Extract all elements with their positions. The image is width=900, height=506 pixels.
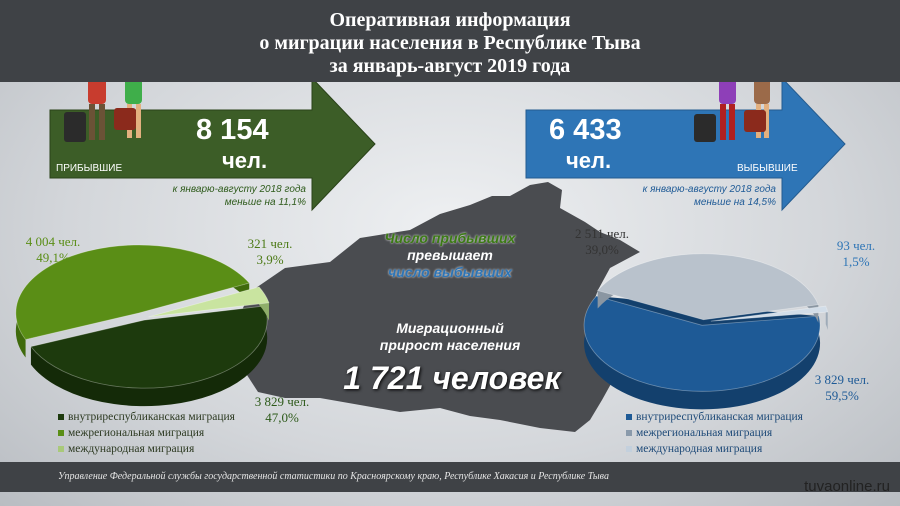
right-legend-label-1: внутриреспубликанская миграция bbox=[636, 411, 803, 423]
title-line-2: о миграции населения в Республике Тыва bbox=[259, 32, 641, 54]
departures-note-line2: меньше на 14,5% bbox=[693, 197, 776, 208]
departures-unit: чел. bbox=[566, 148, 612, 173]
growth-label: Миграционный прирост населения bbox=[352, 320, 548, 354]
source-footer: Управление Федеральной службы государств… bbox=[0, 462, 900, 492]
growth-label-line-1: Миграционный bbox=[396, 320, 504, 336]
pie-slice-interregional bbox=[596, 253, 819, 321]
left-label-2-value: 4 004 чел. bbox=[25, 234, 81, 249]
legend-swatch bbox=[626, 446, 632, 452]
left-label-3-percent: 3,9% bbox=[256, 252, 284, 267]
right-legend-item-1: внутриреспубликанская миграция bbox=[626, 409, 803, 425]
departures-label: ВЫБЫВШИЕ bbox=[737, 163, 798, 174]
tuva-map-silhouette bbox=[240, 182, 640, 432]
legend-swatch bbox=[626, 430, 632, 436]
left-pie-label-interregional: 4 004 чел. 49,1% bbox=[8, 234, 98, 266]
right-pie-label-interregional: 2 511 чел. 39,0% bbox=[560, 226, 644, 258]
title-line-3: за январь-август 2019 года bbox=[329, 55, 571, 77]
departures-note-line1: к январю-августу 2018 года bbox=[642, 184, 776, 195]
right-label-3-percent: 1,5% bbox=[842, 254, 870, 269]
left-legend-item-2: межрегиональная миграция bbox=[58, 425, 235, 441]
legend-swatch bbox=[58, 414, 64, 420]
arrivals-note-line1: к январю-августу 2018 года bbox=[172, 184, 306, 195]
comparison-text: Число прибывших превышает число выбывших bbox=[352, 230, 548, 281]
pie-chart-arrivals bbox=[15, 244, 270, 407]
arrivals-unit: чел. bbox=[222, 148, 268, 173]
right-legend: внутриреспубликанская миграция межрегион… bbox=[626, 409, 803, 457]
departures-value: 6 433 bbox=[549, 114, 622, 146]
pie-slice-interregional bbox=[15, 244, 250, 340]
right-label-3-value: 93 чел. bbox=[836, 238, 876, 253]
pie-chart-departures bbox=[583, 253, 829, 410]
left-label-3-value: 321 чел. bbox=[247, 236, 293, 251]
left-pie-label-intrarepublic: 3 829 чел. 47,0% bbox=[240, 394, 324, 426]
pie-slice-intrarepublic bbox=[583, 295, 821, 392]
legend-swatch bbox=[626, 414, 632, 420]
left-legend-item-1: внутриреспубликанская миграция bbox=[58, 409, 235, 425]
right-label-2-percent: 39,0% bbox=[585, 242, 619, 257]
right-pie-label-intrarepublic: 3 829 чел. 59,5% bbox=[800, 372, 884, 404]
arrivals-value: 8 154 bbox=[196, 114, 269, 146]
left-legend-item-3: международная миграция bbox=[58, 441, 235, 457]
departures-note: к январю-августу 2018 года меньше на 14,… bbox=[600, 183, 776, 209]
left-legend-label-2: межрегиональная миграция bbox=[68, 427, 205, 439]
pie-slice-international bbox=[710, 305, 829, 322]
left-legend-label-1: внутриреспубликанская миграция bbox=[68, 411, 235, 423]
legend-swatch bbox=[58, 446, 64, 452]
comparison-line-2: превышает bbox=[407, 247, 493, 263]
pie-slice-intrarepublic bbox=[30, 305, 268, 389]
right-label-1-percent: 59,5% bbox=[825, 388, 859, 403]
pie-slice-international bbox=[148, 286, 270, 318]
arrivals-label: ПРИБЫВШИЕ bbox=[56, 163, 123, 174]
right-legend-label-2: межрегиональная миграция bbox=[636, 427, 773, 439]
title-banner: Оперативная информация о миграции населе… bbox=[0, 0, 900, 82]
title-line-1: Оперативная информация bbox=[329, 9, 571, 31]
arrivals-note: к январю-августу 2018 года меньше на 11,… bbox=[130, 183, 306, 209]
arrivals-note-line2: меньше на 11,1% bbox=[224, 197, 306, 208]
right-label-1-value: 3 829 чел. bbox=[814, 372, 870, 387]
legend-swatch bbox=[58, 430, 64, 436]
right-pie-label-international: 93 чел. 1,5% bbox=[820, 238, 892, 270]
growth-value: 1 721 человек bbox=[343, 360, 561, 396]
left-legend: внутриреспубликанская миграция межрегион… bbox=[58, 409, 235, 457]
right-legend-label-3: международная миграция bbox=[636, 443, 763, 455]
left-label-2-percent: 49,1% bbox=[36, 250, 70, 265]
left-label-1-value: 3 829 чел. bbox=[254, 394, 310, 409]
left-legend-label-3: международная миграция bbox=[68, 443, 195, 455]
comparison-line-3: число выбывших bbox=[388, 264, 512, 280]
left-pie-label-international: 321 чел. 3,9% bbox=[232, 236, 308, 268]
right-legend-item-2: межрегиональная миграция bbox=[626, 425, 803, 441]
site-watermark: tuvaonline.ru bbox=[804, 478, 890, 495]
growth-label-line-2: прирост населения bbox=[379, 337, 521, 353]
right-legend-item-3: международная миграция bbox=[626, 441, 803, 457]
right-label-2-value: 2 511 чел. bbox=[574, 226, 630, 241]
comparison-line-1: Число прибывших bbox=[384, 230, 516, 246]
left-label-1-percent: 47,0% bbox=[265, 410, 299, 425]
